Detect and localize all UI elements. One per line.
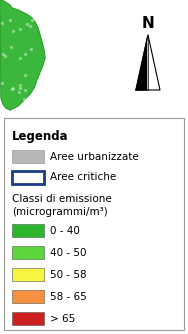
- Text: Legenda: Legenda: [12, 130, 69, 143]
- Bar: [12, 312, 44, 325]
- Polygon shape: [136, 35, 148, 90]
- Bar: [12, 150, 44, 163]
- Text: Classi di emissione: Classi di emissione: [12, 194, 112, 204]
- Text: > 65: > 65: [50, 314, 75, 324]
- Text: Aree critiche: Aree critiche: [50, 172, 116, 182]
- Text: 0 - 40: 0 - 40: [50, 225, 80, 235]
- Bar: [4, 118, 184, 330]
- Text: (microgrammi/m³): (microgrammi/m³): [12, 207, 108, 217]
- Text: 50 - 58: 50 - 58: [50, 270, 87, 280]
- Polygon shape: [0, 0, 45, 110]
- Bar: [12, 268, 44, 281]
- Bar: [12, 171, 44, 184]
- Text: 58 - 65: 58 - 65: [50, 292, 87, 302]
- Bar: [12, 290, 44, 303]
- Bar: [12, 246, 44, 259]
- Text: 40 - 50: 40 - 50: [50, 247, 86, 258]
- Polygon shape: [148, 35, 160, 90]
- Text: N: N: [142, 16, 154, 31]
- Bar: [12, 224, 44, 237]
- Text: Aree urbanizzate: Aree urbanizzate: [50, 152, 139, 162]
